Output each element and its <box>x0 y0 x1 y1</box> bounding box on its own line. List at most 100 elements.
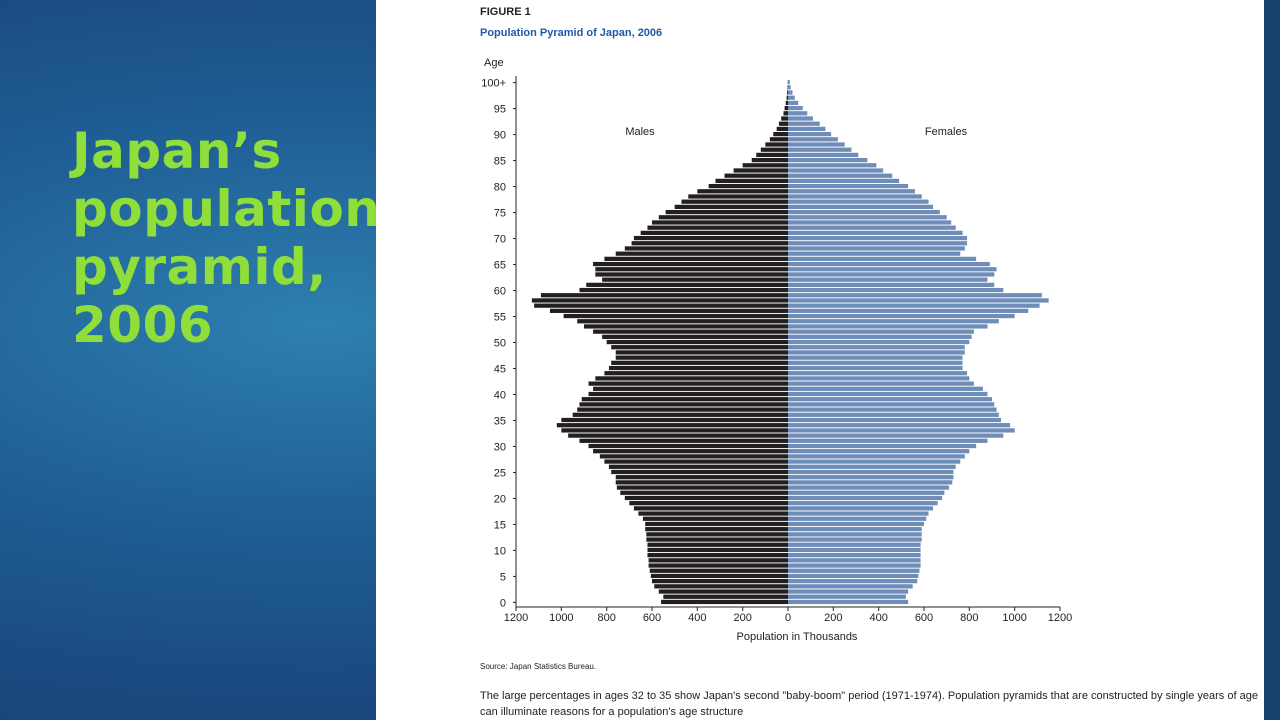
bar-female-age-52 <box>788 329 974 334</box>
bar-female-age-67 <box>788 251 961 256</box>
bar-female-age-9 <box>788 553 921 558</box>
bar-female-age-73 <box>788 220 952 225</box>
bar-male-age-12 <box>646 537 788 542</box>
bar-male-age-61 <box>586 282 788 287</box>
y-tick-label: 90 <box>494 130 506 142</box>
bar-female-age-94 <box>788 111 808 116</box>
bar-male-age-94 <box>783 111 788 116</box>
bar-female-age-26 <box>788 464 956 469</box>
bar-male-age-33 <box>561 428 788 433</box>
bar-male-age-20 <box>624 495 788 501</box>
bar-female-age-23 <box>788 480 953 485</box>
bar-male-age-1 <box>663 594 788 599</box>
bar-male-age-22 <box>616 485 788 490</box>
bar-female-age-38 <box>788 402 995 407</box>
bar-female-age-74 <box>788 215 947 220</box>
bar-male-age-72 <box>647 225 788 230</box>
bar-female-age-54 <box>788 319 999 324</box>
bar-male-age-44 <box>604 371 788 376</box>
bar-female-age-93 <box>788 116 813 121</box>
bar-female-age-27 <box>788 459 961 464</box>
bar-male-age-68 <box>624 246 788 251</box>
bar-male-age-16 <box>642 516 788 521</box>
y-tick-label: 95 <box>494 104 506 116</box>
y-tick-label: 60 <box>494 286 506 298</box>
bar-male-age-24 <box>615 475 788 480</box>
bar-female-age-18 <box>788 506 934 511</box>
bar-female-age-81 <box>788 178 900 184</box>
bar-male-age-88 <box>765 142 788 147</box>
bar-female-age-31 <box>788 438 988 443</box>
bar-male-age-38 <box>579 402 788 407</box>
bar-male-age-66 <box>604 256 788 261</box>
bar-male-age-54 <box>577 319 788 324</box>
bar-male-age-74 <box>658 215 788 220</box>
bar-male-age-23 <box>615 480 788 485</box>
bar-female-age-7 <box>788 563 921 568</box>
bar-female-age-83 <box>788 168 884 173</box>
bar-female-age-72 <box>788 225 956 230</box>
bar-male-age-8 <box>648 558 788 563</box>
bar-male-age-85 <box>751 157 788 163</box>
bar-male-age-35 <box>561 417 788 423</box>
bar-male-age-17 <box>638 511 788 516</box>
bar-male-age-73 <box>652 220 788 225</box>
bar-male-age-11 <box>647 542 788 547</box>
bar-male-age-65 <box>593 261 788 267</box>
y-tick-label: 0 <box>500 597 506 609</box>
bar-male-age-47 <box>615 355 788 360</box>
bar-female-age-64 <box>788 267 997 272</box>
bar-female-age-35 <box>788 417 1002 423</box>
bar-male-age-56 <box>550 308 788 313</box>
x-tick-label: 1200 <box>504 612 528 624</box>
bar-female-age-84 <box>788 163 877 168</box>
bar-female-age-6 <box>788 568 920 573</box>
bar-male-age-39 <box>581 397 788 402</box>
bar-female-age-86 <box>788 152 859 158</box>
bar-female-age-95 <box>788 105 803 111</box>
bar-male-age-81 <box>715 178 788 184</box>
bar-male-age-49 <box>611 345 788 350</box>
bar-female-age-65 <box>788 261 990 267</box>
y-tick-label: 30 <box>494 441 506 453</box>
bar-female-age-59 <box>788 293 1042 298</box>
bar-male-age-62 <box>602 277 788 282</box>
bar-male-age-86 <box>756 152 788 158</box>
bar-female-age-97 <box>788 95 795 100</box>
bar-female-age-28 <box>788 454 965 459</box>
bar-female-age-29 <box>788 449 970 454</box>
y-tick-label: 85 <box>494 156 506 168</box>
x-tick-label: 1200 <box>1048 612 1072 624</box>
legend-males: Males <box>625 126 655 138</box>
bar-male-age-83 <box>733 168 788 173</box>
bar-female-age-8 <box>788 558 921 563</box>
bar-male-age-64 <box>595 267 788 272</box>
bar-female-age-12 <box>788 537 922 542</box>
bar-female-age-3 <box>788 584 913 589</box>
x-tick-label: 800 <box>960 612 978 624</box>
bar-male-age-31 <box>579 438 788 443</box>
bar-male-age-78 <box>688 194 788 199</box>
bar-female-age-61 <box>788 282 995 287</box>
y-tick-label: 100+ <box>481 78 506 90</box>
bar-male-age-3 <box>654 584 788 589</box>
ticks-layer: 1200 1000 800 600 400 200 0 200 400 600 800 1000 120… <box>481 78 1072 624</box>
y-tick-label: 45 <box>494 363 506 375</box>
bar-male-age-96 <box>785 100 788 106</box>
bar-male-age-42 <box>588 381 788 386</box>
bar-female-age-16 <box>788 516 927 521</box>
bar-female-age-91 <box>788 126 826 132</box>
bar-male-age-98 <box>787 90 788 95</box>
bar-male-age-67 <box>615 251 788 256</box>
bar-male-age-97 <box>786 95 788 100</box>
bar-female-age-80 <box>788 183 909 189</box>
y-tick-label: 80 <box>494 182 506 194</box>
bar-male-age-57 <box>534 303 788 308</box>
bar-female-age-69 <box>788 241 968 246</box>
bar-female-age-82 <box>788 173 893 178</box>
bar-male-age-32 <box>568 433 788 438</box>
bar-male-age-91 <box>776 126 788 132</box>
slide-title: Japan’s population pyramid, 2006 <box>72 122 381 354</box>
bar-male-age-45 <box>608 365 788 371</box>
bar-male-age-58 <box>531 298 788 303</box>
